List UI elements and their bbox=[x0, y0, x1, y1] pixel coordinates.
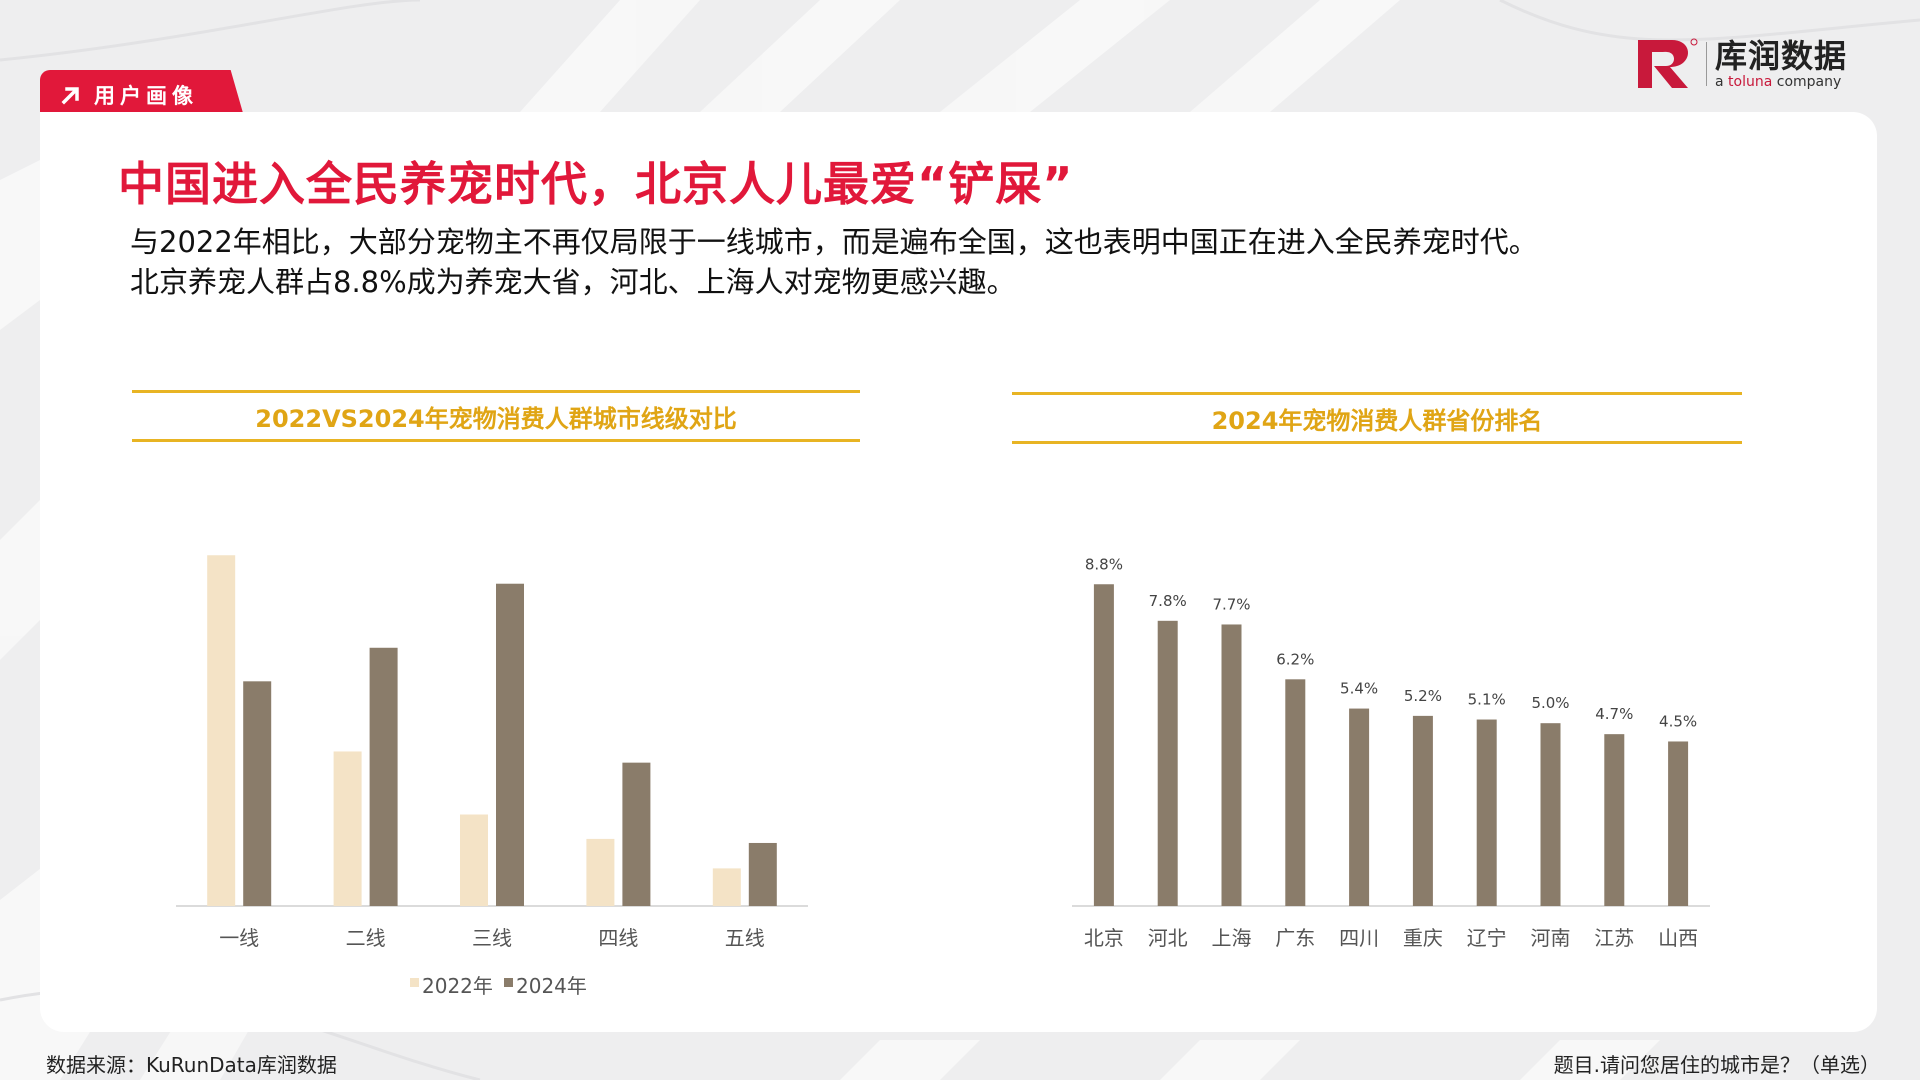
arrow-up-right-icon bbox=[61, 87, 79, 105]
section-tab-label: 用户画像 bbox=[94, 84, 198, 108]
city-tier-chart-title: 2022VS2024年宠物消费人群城市线级对比 bbox=[255, 404, 737, 433]
kurun-logo-icon bbox=[1638, 38, 1698, 88]
province-chart-title: 2024年宠物消费人群省份排名 bbox=[1211, 406, 1543, 435]
survey-question: 题目.请问您居住的城市是？（单选） bbox=[1553, 1053, 1880, 1077]
section-tab: 用户画像 bbox=[40, 70, 245, 120]
page-description: 与2022年相比，大部分宠物主不再仅局限于一线城市，而是遍布全国，这也表明中国正… bbox=[130, 222, 1538, 302]
city-tier-chart-heading: 2022VS2024年宠物消费人群城市线级对比 bbox=[132, 390, 860, 442]
description-line-1: 与2022年相比，大部分宠物主不再仅局限于一线城市，而是遍布全国，这也表明中国正… bbox=[130, 225, 1538, 259]
logo-tagline: a toluna company bbox=[1715, 74, 1842, 90]
page-title: 中国进入全民养宠时代，北京人儿最爱“铲屎” bbox=[118, 157, 1074, 211]
province-chart-heading: 2024年宠物消费人群省份排名 bbox=[1012, 392, 1742, 444]
logo-text: 库润数据 bbox=[1715, 37, 1848, 75]
logo-divider bbox=[1706, 42, 1707, 86]
data-source: 数据来源：KuRunData库润数据 bbox=[46, 1053, 337, 1077]
brand-logo: 库润数据 a toluna company bbox=[1636, 36, 1847, 92]
description-line-2: 北京养宠人群占8.8%成为养宠大省，河北、上海人对宠物更感兴趣。 bbox=[130, 265, 1016, 299]
